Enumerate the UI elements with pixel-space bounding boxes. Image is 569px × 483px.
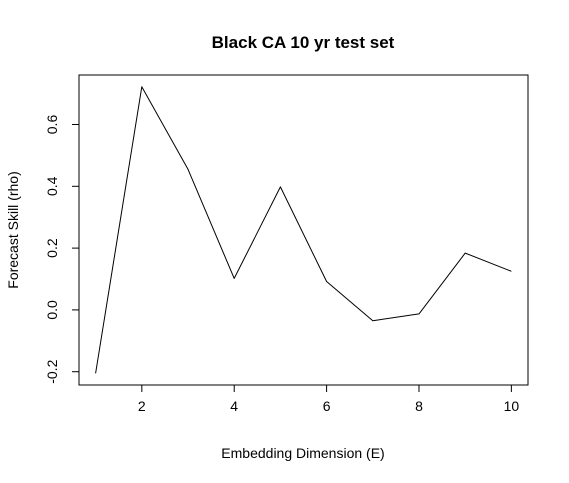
- x-tick-label: 4: [230, 398, 238, 414]
- x-tick-label: 2: [138, 398, 146, 414]
- y-tick-label: 0.0: [44, 300, 60, 320]
- plot-frame: [78, 74, 529, 386]
- x-axis-label: Embedding Dimension (E): [221, 445, 384, 461]
- x-tick-label: 6: [323, 398, 331, 414]
- y-tick-label: 0.6: [44, 115, 60, 135]
- y-axis-label: Forecast Skill (rho): [5, 171, 21, 288]
- chart-title: Black CA 10 yr test set: [212, 33, 395, 52]
- y-tick-label: -0.2: [44, 359, 60, 383]
- y-tick-label: 0.2: [44, 238, 60, 258]
- x-axis: 2 4 6 8 10: [138, 384, 520, 414]
- y-tick-label: 0.4: [44, 176, 60, 196]
- series-line: [95, 86, 512, 374]
- x-tick-label: 8: [415, 398, 423, 414]
- x-tick-label: 10: [504, 398, 520, 414]
- series-layer: [95, 86, 512, 374]
- y-axis: -0.2 0.0 0.2 0.4 0.6: [44, 115, 80, 384]
